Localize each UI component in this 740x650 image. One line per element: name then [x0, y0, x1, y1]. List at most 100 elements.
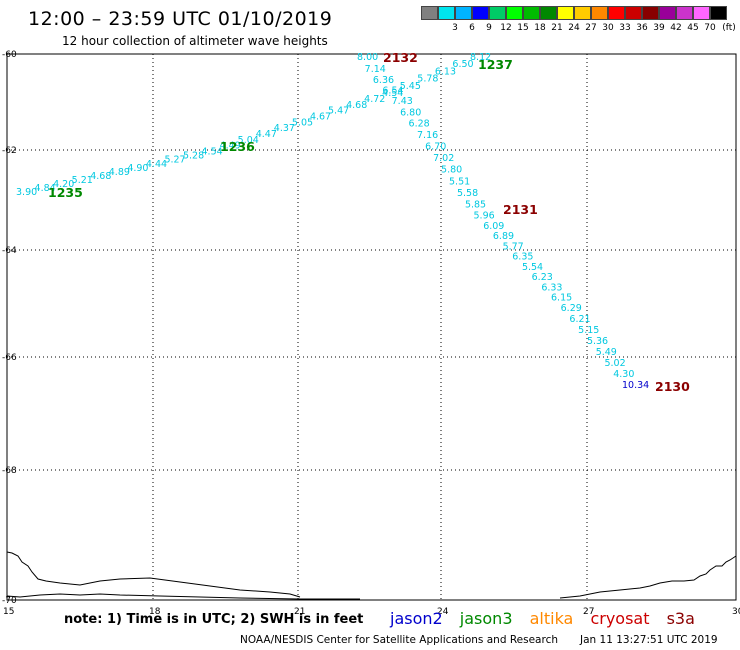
swh-value-label: 4.68 — [90, 171, 111, 182]
legend-label: 27 — [585, 23, 597, 33]
legend-swatch — [523, 6, 540, 20]
swh-value-label: 5.27 — [164, 155, 185, 166]
sat-altika: altika — [529, 609, 574, 628]
swh-value-label: 4.67 — [310, 112, 331, 123]
coastline-shelf — [6, 593, 360, 600]
legend-swatch — [608, 6, 625, 20]
swh-value-label: 4.49 — [220, 141, 241, 152]
lon-tick-label: 27 — [583, 607, 594, 617]
swh-value-label: 7.02 — [433, 153, 454, 164]
swh-value-label: 6.50 — [452, 59, 473, 70]
coastline-east — [559, 555, 737, 599]
swh-value-label: 4.30 — [613, 369, 634, 380]
pass-label-1235: 1235 — [48, 185, 83, 200]
swh-value-label: 6.09 — [483, 221, 504, 232]
swh-value-label: 6.36 — [373, 75, 394, 86]
legend-label: 12 — [500, 23, 512, 33]
swh-value-label: 5.21 — [72, 175, 93, 186]
legend-label: 33 — [619, 23, 631, 33]
footnote: note: 1) Time is in UTC; 2) SWH is in fe… — [64, 612, 364, 627]
map-frame — [6, 53, 737, 601]
pass-label-2132: 2132 — [383, 50, 418, 65]
lon-tick-label: 21 — [294, 607, 305, 617]
swh-value-label: 7.43 — [392, 96, 413, 107]
swh-value-label: 3.90 — [16, 187, 37, 198]
swh-value-label: 6.21 — [569, 314, 590, 325]
lat-tick-label: -60 — [2, 50, 17, 60]
lon-tick-label: 24 — [437, 607, 449, 617]
legend-swatch — [625, 6, 642, 20]
swh-value-label: 5.58 — [457, 188, 478, 199]
swh-value-label: 8.12 — [470, 52, 491, 63]
swh-value-label: 5.05 — [292, 117, 313, 128]
swh-value-label: 6.54 — [382, 86, 403, 97]
pass-label-2131: 2131 — [503, 202, 538, 217]
swh-value-label: 6.70 — [425, 142, 446, 153]
legend-swatch — [438, 6, 455, 20]
swh-value-label: 8.00 — [357, 52, 378, 63]
legend-label: 21 — [551, 23, 563, 33]
legend-label: 24 — [568, 23, 580, 33]
swh-value-label: 4.54 — [202, 147, 223, 158]
legend-label: 45 — [687, 23, 699, 33]
swh-value-label: 5.28 — [183, 151, 204, 162]
coastline-west — [6, 551, 301, 598]
legend-swatch — [676, 6, 693, 20]
swh-value-label: 5.04 — [238, 135, 259, 146]
swh-value-label: 10.34 — [622, 380, 649, 391]
legend-swatch — [506, 6, 523, 20]
legend-swatch — [421, 6, 438, 20]
legend-swatch — [659, 6, 676, 20]
legend-label: 36 — [636, 23, 648, 33]
swh-value-label: 6.28 — [409, 119, 430, 130]
swh-value-label: 4.68 — [346, 100, 367, 111]
swh-value-label: 4.37 — [274, 123, 295, 134]
swh-value-label: 6.89 — [493, 231, 514, 242]
swh-value-label: 5.78 — [417, 74, 438, 85]
swh-value-label: 6.15 — [551, 293, 572, 304]
swh-value-label: 5.47 — [328, 106, 349, 117]
swh-value-label: 5.51 — [449, 176, 470, 187]
pass-label-1236: 1236 — [220, 139, 255, 154]
legend-label: 18 — [534, 23, 546, 33]
map-grid — [7, 54, 736, 600]
swh-value-label: 6.13 — [435, 66, 456, 77]
swh-value-label: 4.54 — [382, 88, 403, 99]
swh-value-label: 5.36 — [587, 336, 608, 347]
swh-value-label: 5.80 — [441, 165, 462, 176]
swh-value-label: 6.23 — [532, 272, 553, 283]
legend-unit: (ft) — [722, 23, 736, 33]
swh-value-label: 4.44 — [146, 159, 167, 170]
swh-value-label: 4.72 — [364, 94, 385, 105]
legend-label: 39 — [653, 23, 665, 33]
axis-ticks: 15 18 21 24 27 30 -60 -62 -64 -66 -68 -70 — [2, 50, 740, 617]
legend-label: 6 — [469, 23, 475, 33]
swh-value-label: 5.45 — [400, 81, 421, 92]
swh-value-label: 6.29 — [561, 303, 582, 314]
pass-label-1237: 1237 — [478, 57, 513, 72]
legend-label: 70 — [704, 23, 716, 33]
swh-value-label: 6.35 — [512, 252, 533, 263]
track-2132-2130: 8.007.146.366.547.436.806.287.166.707.02… — [357, 52, 649, 391]
swh-value-label: 5.85 — [465, 200, 486, 211]
pass-label-2130: 2130 — [655, 379, 690, 394]
swh-value-label: 4.47 — [256, 129, 277, 140]
generated-timestamp: Jan 11 13:27:51 UTC 2019 — [580, 634, 718, 646]
legend-label: 15 — [517, 23, 529, 33]
swh-value-label: 6.80 — [400, 107, 421, 118]
lon-tick-label: 30 — [732, 607, 740, 617]
swh-value-label: 5.15 — [578, 325, 599, 336]
swh-value-label: 5.49 — [596, 347, 617, 358]
legend-swatch — [574, 6, 591, 20]
legend-label: 30 — [602, 23, 614, 33]
legend-swatch — [642, 6, 659, 20]
legend-label: 9 — [486, 23, 492, 33]
lat-tick-label: -62 — [2, 146, 17, 156]
track-1235-1237: 3.904.844.205.214.684.894.904.445.275.28… — [16, 52, 491, 198]
swh-value-label: 7.16 — [417, 130, 438, 141]
swh-value-label: 4.89 — [109, 167, 130, 178]
legend-swatch — [557, 6, 574, 20]
sat-s3a: s3a — [666, 609, 695, 628]
swh-value-label: 5.54 — [522, 262, 543, 273]
swh-value-label: 5.77 — [503, 241, 524, 252]
